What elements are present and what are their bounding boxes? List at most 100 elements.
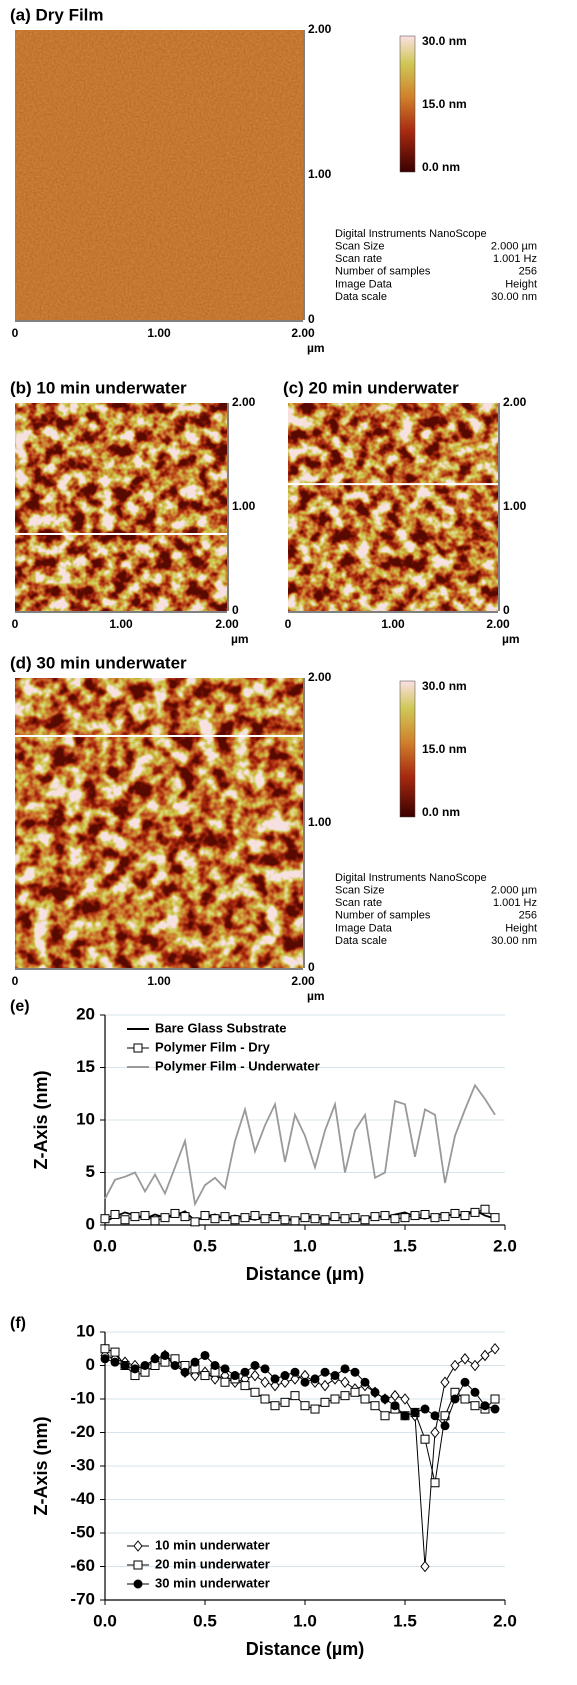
panel-label: (f) [10, 1315, 26, 1332]
x-tick-label: 0.0 [93, 1236, 117, 1255]
marker [110, 1210, 120, 1219]
marker [310, 1374, 320, 1384]
marker [110, 1347, 120, 1357]
marker [100, 1354, 110, 1364]
marker [350, 1387, 360, 1397]
marker [130, 1212, 140, 1222]
marker [220, 1377, 230, 1387]
marker [250, 1211, 260, 1221]
marker [280, 1397, 290, 1407]
marker [100, 1344, 110, 1354]
marker [490, 1404, 500, 1414]
afm-image [288, 403, 498, 611]
marker [240, 1381, 250, 1391]
y-axis-label: Z-Axis (nm) [31, 1070, 51, 1169]
marker [430, 1213, 440, 1223]
marker [370, 1401, 380, 1411]
y-tick-label: 20 [76, 1004, 95, 1023]
marker [410, 1407, 420, 1417]
x-tick-label: 2.0 [493, 1236, 517, 1255]
info-label: Scan rate [335, 897, 382, 909]
x-tick-label: 0 [12, 974, 19, 988]
marker [290, 1216, 300, 1226]
marker [290, 1367, 300, 1377]
info-value: 2.000 µm [491, 885, 537, 897]
marker [370, 1212, 380, 1222]
marker [460, 1211, 470, 1221]
y-axis-label: Z-Axis (nm) [31, 1416, 51, 1515]
x-tick-label: 0.0 [93, 1611, 117, 1630]
data-line [104, 1208, 496, 1223]
marker [380, 1211, 390, 1221]
legend-marker [133, 1579, 143, 1589]
marker [390, 1214, 400, 1224]
marker [420, 1560, 430, 1573]
marker [320, 1367, 330, 1377]
marker [140, 1211, 150, 1221]
marker [480, 1204, 490, 1214]
legend-marker [133, 1043, 143, 1053]
marker [290, 1373, 300, 1385]
info-label: Image Data [335, 278, 393, 290]
marker [380, 1411, 390, 1421]
info-label: Number of samples [335, 910, 431, 922]
marker [300, 1377, 310, 1387]
marker [350, 1213, 360, 1223]
info-label: Scan Size [335, 885, 385, 897]
marker [360, 1377, 370, 1387]
marker [160, 1350, 170, 1360]
axis-unit: µm [231, 632, 249, 646]
marker [230, 1215, 240, 1225]
x-tick-label: 1.00 [381, 617, 405, 631]
marker [420, 1210, 430, 1219]
x-tick-label: 1.0 [293, 1611, 317, 1630]
y-tick-label: 2.00 [232, 395, 256, 409]
marker [470, 1359, 480, 1372]
colorbar-label: 0.0 nm [422, 160, 460, 174]
colorbar [399, 35, 416, 173]
marker [440, 1212, 450, 1222]
marker [330, 1212, 340, 1222]
marker [490, 1213, 500, 1223]
marker [280, 1376, 290, 1389]
marker [360, 1394, 370, 1404]
marker [320, 1379, 330, 1392]
marker [220, 1212, 230, 1222]
y-tick-label: 1.00 [232, 499, 256, 513]
marker [200, 1211, 210, 1221]
marker [420, 1404, 430, 1414]
y-tick-label: 0 [86, 1355, 95, 1374]
marker [100, 1214, 110, 1224]
marker [400, 1213, 410, 1223]
marker [160, 1213, 170, 1223]
y-tick-label: 1.00 [503, 499, 527, 513]
info-header: Digital Instruments NanoScope [335, 228, 487, 240]
axis-unit: µm [307, 341, 325, 355]
marker [260, 1364, 270, 1374]
marker [300, 1401, 310, 1411]
x-tick-label: 0.5 [193, 1236, 217, 1255]
marker [300, 1213, 310, 1223]
colorbar-label: 30.0 nm [422, 34, 467, 48]
y-tick-label: 5 [86, 1162, 95, 1181]
info-label: Data scale [335, 291, 387, 303]
x-axis-label: Distance (µm) [246, 1264, 364, 1284]
marker [390, 1401, 400, 1411]
colorbar-label: 15.0 nm [422, 742, 467, 756]
marker [400, 1411, 410, 1421]
info-value: Height [505, 922, 537, 934]
legend-label: Polymer Film - Underwater [155, 1058, 320, 1073]
marker [180, 1212, 190, 1222]
marker [490, 1394, 500, 1404]
legend-label: 30 min underwater [155, 1575, 270, 1590]
marker [440, 1421, 450, 1431]
y-tick-label: 0 [503, 603, 510, 617]
x-tick-label: 1.00 [147, 326, 171, 340]
marker [170, 1361, 180, 1370]
y-tick-label: 0 [308, 960, 315, 974]
colorbar-label: 0.0 nm [422, 805, 460, 819]
x-tick-label: 0.5 [193, 1611, 217, 1630]
marker [370, 1387, 380, 1397]
y-tick-label: 1.00 [308, 167, 332, 181]
